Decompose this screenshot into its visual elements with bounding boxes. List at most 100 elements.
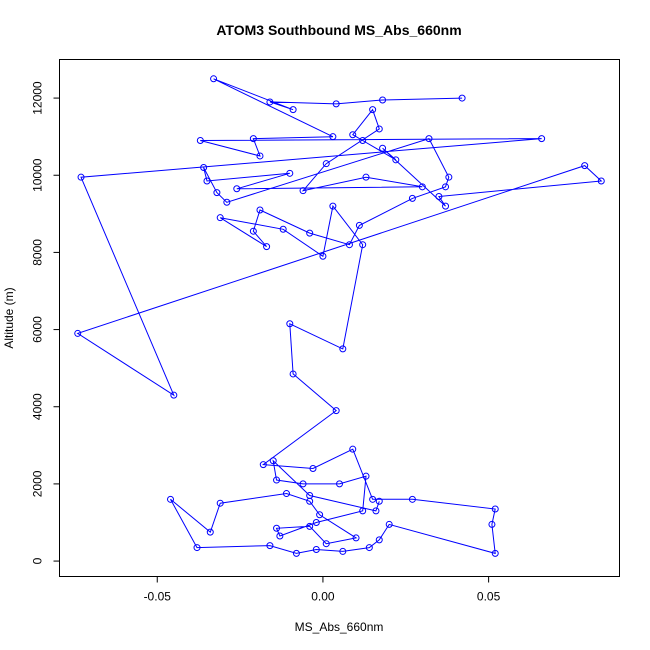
- data-point: [339, 547, 347, 555]
- data-point: [269, 457, 277, 465]
- series-line: [76, 78, 603, 555]
- data-point: [491, 549, 499, 557]
- data-point: [392, 156, 400, 164]
- x-tick-label: -0.05: [144, 590, 172, 604]
- y-tick-label: 12000: [31, 81, 45, 115]
- data-point: [312, 518, 320, 526]
- data-point: [425, 135, 433, 143]
- data-point: [273, 524, 281, 532]
- data-point: [299, 187, 307, 195]
- data-point: [286, 320, 294, 328]
- y-tick-label: 4000: [31, 393, 45, 420]
- data-point: [216, 214, 224, 222]
- data-point: [206, 528, 214, 536]
- data-point: [359, 241, 367, 249]
- data-point: [491, 505, 499, 513]
- y-tick-label: 6000: [31, 316, 45, 343]
- data-point: [276, 532, 284, 540]
- y-axis: 0 2000 4000 6000 8000 10000 12000: [31, 81, 60, 564]
- data-point: [369, 495, 377, 503]
- data-point: [312, 545, 320, 553]
- data-point: [233, 185, 241, 193]
- data-point: [282, 490, 290, 498]
- data-point: [329, 133, 337, 141]
- data-point: [349, 445, 357, 453]
- data-point: [193, 544, 201, 552]
- data-point: [273, 476, 281, 484]
- data-point: [292, 549, 300, 557]
- data-point: [362, 173, 370, 181]
- data-point: [279, 225, 287, 233]
- y-tick-label: 10000: [31, 158, 45, 192]
- data-point: [316, 511, 324, 519]
- data-point: [263, 243, 271, 251]
- data-point: [359, 137, 367, 145]
- data-point: [249, 135, 257, 143]
- data-point: [339, 345, 347, 353]
- data-point: [352, 534, 360, 542]
- data-point: [355, 221, 363, 229]
- data-point: [332, 407, 340, 415]
- data-point: [538, 135, 546, 143]
- data-point: [369, 106, 377, 114]
- data-point: [286, 169, 294, 177]
- data-point: [445, 173, 453, 181]
- data-point: [322, 540, 330, 548]
- data-point: [408, 194, 416, 202]
- data-point: [359, 507, 367, 515]
- data-point: [77, 173, 85, 181]
- data-point: [442, 202, 450, 210]
- data-point: [74, 329, 82, 337]
- x-axis: -0.05 0.00 0.05: [144, 576, 501, 604]
- x-tick-label: 0.00: [311, 590, 335, 604]
- data-point: [385, 520, 393, 528]
- data-point: [256, 206, 264, 214]
- data-point: [306, 491, 314, 499]
- data-point: [362, 472, 370, 480]
- data-point: [365, 544, 373, 552]
- data-point: [488, 520, 496, 528]
- data-point: [249, 227, 257, 235]
- data-point: [200, 164, 208, 172]
- data-point: [213, 189, 221, 197]
- x-tick-label: 0.05: [477, 590, 501, 604]
- data-point: [306, 522, 314, 530]
- data-point: [458, 94, 466, 102]
- data-point: [306, 229, 314, 237]
- data-point: [372, 507, 380, 515]
- data-point: [379, 96, 387, 104]
- data-point: [345, 241, 353, 249]
- chart-title: ATOM3 Southbound MS_Abs_660nm: [216, 22, 461, 38]
- data-point: [597, 177, 605, 185]
- data-point: [375, 125, 383, 133]
- data-point: [375, 497, 383, 505]
- y-axis-label: Altitude (m): [2, 287, 16, 348]
- data-point: [442, 183, 450, 191]
- data-point: [322, 160, 330, 168]
- data-point: [418, 183, 426, 191]
- data-point: [319, 252, 327, 260]
- data-point: [256, 152, 264, 160]
- data-point: [408, 495, 416, 503]
- data-series: [74, 75, 605, 557]
- data-point: [435, 192, 443, 200]
- data-point: [379, 144, 387, 152]
- data-point: [581, 162, 589, 170]
- data-point: [203, 177, 211, 185]
- x-axis-label: MS_Abs_660nm: [295, 620, 384, 634]
- data-point: [349, 131, 357, 139]
- data-point: [223, 198, 231, 206]
- data-point: [266, 542, 274, 550]
- data-point: [210, 75, 218, 83]
- data-point: [336, 480, 343, 488]
- y-tick-label: 2000: [31, 470, 45, 497]
- data-point: [216, 499, 224, 507]
- data-point: [299, 480, 307, 488]
- data-point: [289, 370, 297, 378]
- data-point: [309, 464, 317, 472]
- data-point: [329, 202, 337, 210]
- data-point: [289, 106, 297, 114]
- data-point: [196, 137, 204, 145]
